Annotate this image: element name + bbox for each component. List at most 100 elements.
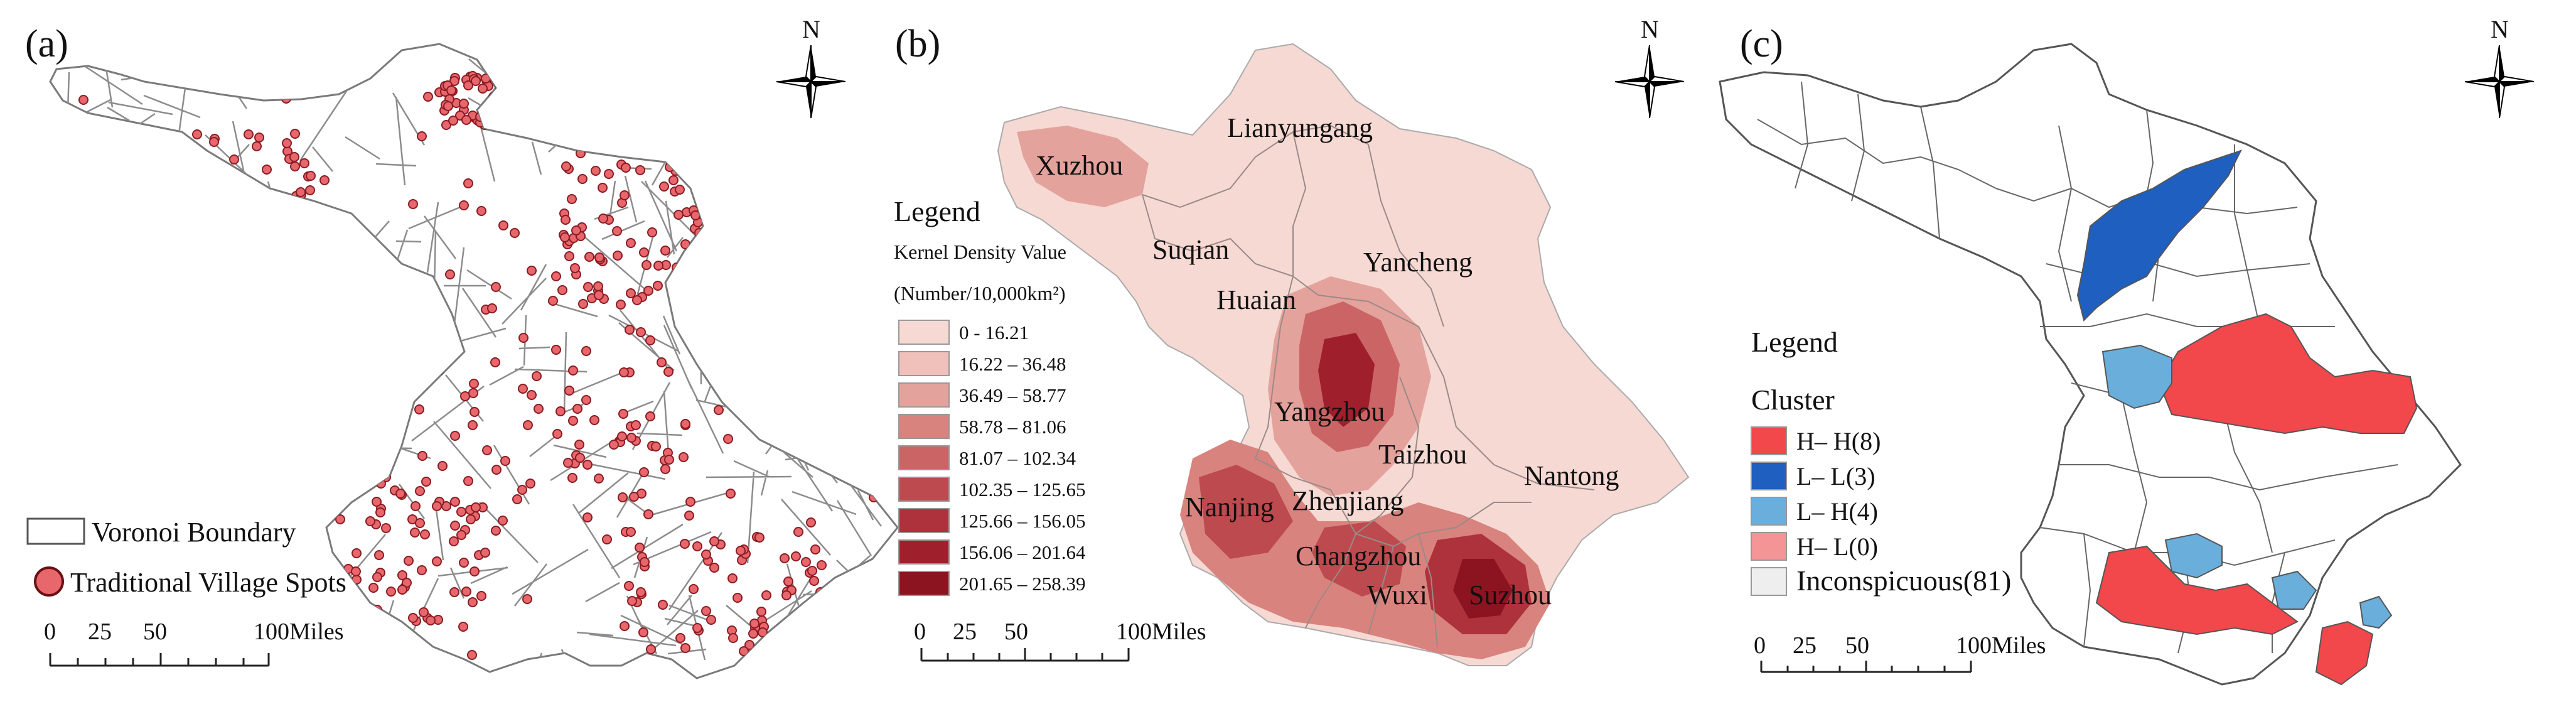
scale-a-tick-100: 100Miles bbox=[254, 619, 344, 645]
village-spot bbox=[290, 129, 300, 139]
kde-legend-label: 201.65 – 258.39 bbox=[959, 573, 1086, 595]
village-spot bbox=[171, 208, 181, 219]
village-spot bbox=[604, 169, 614, 179]
village-spot bbox=[517, 485, 527, 495]
city-label: Taizhou bbox=[1378, 439, 1467, 470]
village-spot bbox=[771, 642, 781, 652]
village-spot bbox=[372, 572, 382, 582]
village-spot bbox=[856, 342, 866, 352]
village-spot bbox=[449, 536, 459, 546]
village-spot bbox=[736, 546, 746, 556]
kde-legend-swatch bbox=[898, 508, 950, 533]
village-spot bbox=[561, 161, 571, 171]
village-spot bbox=[468, 420, 478, 430]
cluster-lh-region-3 bbox=[2271, 570, 2317, 610]
cluster-legend-swatch bbox=[1751, 497, 1787, 526]
village-spot bbox=[575, 453, 585, 463]
city-label: Changzhou bbox=[1296, 541, 1421, 571]
village-spot bbox=[69, 131, 79, 141]
kde-legend-swatch bbox=[898, 414, 950, 439]
village-spot bbox=[647, 227, 657, 237]
scale-bar-c: 0 25 50 100Miles bbox=[1754, 632, 2046, 673]
village-spot-legend-label: Traditional Village Spots bbox=[70, 567, 346, 598]
village-spot bbox=[675, 163, 685, 173]
village-spot bbox=[748, 629, 758, 639]
village-spot bbox=[557, 285, 567, 295]
village-spot bbox=[480, 548, 490, 558]
village-spot bbox=[694, 163, 704, 173]
village-spot bbox=[674, 210, 684, 220]
village-spot bbox=[709, 536, 719, 546]
panel-b: (b) L bbox=[894, 15, 1690, 666]
cluster-legend-label: L– H(4) bbox=[1796, 497, 1878, 526]
village-spot bbox=[602, 534, 612, 544]
village-spot bbox=[402, 578, 412, 588]
village-spot bbox=[65, 154, 75, 164]
scale-a-tick-50: 50 bbox=[143, 619, 167, 645]
village-spot bbox=[791, 551, 801, 561]
village-spot bbox=[290, 161, 300, 171]
village-spot bbox=[727, 573, 738, 583]
north-arrow-c: N bbox=[2464, 15, 2535, 119]
village-spot bbox=[577, 174, 588, 184]
city-label: Suzhou bbox=[1469, 580, 1552, 610]
village-spot bbox=[495, 74, 505, 84]
village-spot bbox=[209, 137, 219, 147]
voronoi-legend-swatch bbox=[26, 517, 85, 545]
village-spot bbox=[404, 556, 414, 566]
village-spot bbox=[635, 165, 645, 175]
scale-b-tick-100: 100Miles bbox=[1116, 619, 1206, 645]
village-spot bbox=[212, 158, 222, 168]
village-spot bbox=[180, 551, 190, 561]
village-spot bbox=[679, 452, 689, 462]
cluster-legend-swatch bbox=[1751, 426, 1787, 455]
city-label: Nanjing bbox=[1185, 492, 1274, 522]
village-spot bbox=[397, 585, 407, 595]
city-label: Nantong bbox=[1524, 460, 1619, 491]
village-spot bbox=[677, 305, 687, 315]
village-spot bbox=[299, 158, 309, 168]
panel-c-map bbox=[1719, 43, 2462, 686]
village-spot bbox=[759, 172, 770, 182]
village-spot bbox=[490, 357, 500, 367]
village-spot bbox=[441, 120, 451, 130]
village-spot bbox=[582, 512, 593, 522]
village-spot bbox=[800, 645, 810, 655]
village-spot bbox=[758, 627, 768, 637]
village-spot bbox=[140, 144, 150, 154]
kde-legend-label: 156.06 – 201.64 bbox=[959, 541, 1086, 563]
village-spot bbox=[450, 431, 460, 441]
kde-legend-swatch bbox=[898, 477, 950, 502]
village-spot bbox=[173, 153, 183, 163]
village-spot bbox=[156, 145, 166, 155]
village-spot bbox=[468, 388, 478, 398]
village-spot bbox=[534, 404, 544, 414]
scale-c-tick-25: 25 bbox=[1793, 632, 1817, 659]
village-spot bbox=[445, 269, 455, 279]
village-spot bbox=[641, 260, 652, 270]
village-spot bbox=[426, 615, 436, 625]
village-spot bbox=[591, 166, 601, 176]
village-spot bbox=[793, 527, 803, 537]
village-spot bbox=[463, 178, 473, 188]
village-spot bbox=[523, 420, 533, 430]
village-spot bbox=[480, 112, 490, 122]
village-spot bbox=[651, 441, 661, 452]
village-spot bbox=[567, 473, 577, 483]
village-spot bbox=[408, 613, 418, 623]
village-spot bbox=[761, 590, 771, 600]
village-spot-legend-icon bbox=[34, 566, 64, 597]
kde-legend-label: 0 - 16.21 bbox=[959, 322, 1029, 343]
kde-legend-rows: 0 - 16.21 16.22 – 36.48 36.49 – 58.77 58.78… bbox=[898, 320, 1086, 596]
kde-xuzhou-core bbox=[1017, 126, 1149, 207]
village-spot bbox=[186, 182, 196, 192]
village-spot bbox=[564, 386, 574, 396]
village-spot bbox=[762, 407, 772, 417]
village-spot bbox=[594, 473, 604, 484]
village-spot bbox=[109, 192, 119, 202]
village-spot bbox=[468, 597, 478, 607]
village-spot bbox=[856, 286, 866, 296]
village-spot bbox=[827, 673, 837, 678]
village-spot bbox=[551, 271, 561, 281]
city-label: Yancheng bbox=[1363, 247, 1473, 278]
